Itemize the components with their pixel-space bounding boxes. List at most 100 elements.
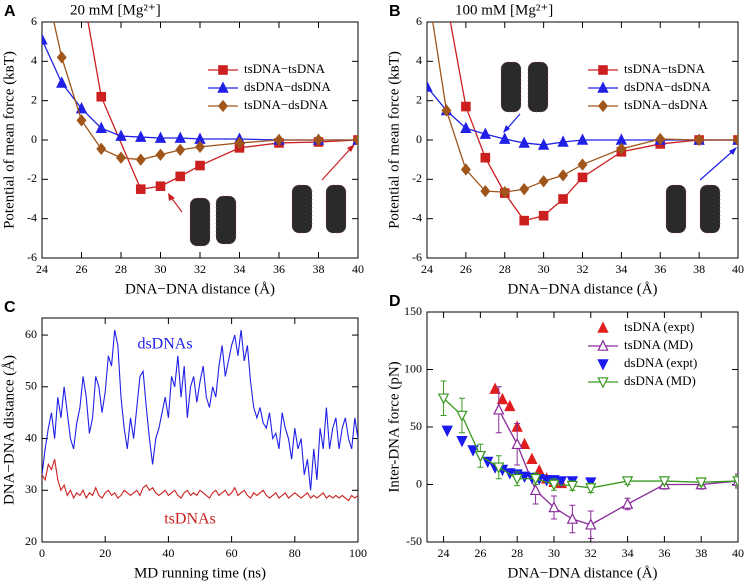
marker bbox=[115, 129, 127, 141]
y-tick-label: 6 bbox=[31, 14, 37, 28]
series-line bbox=[42, 329, 358, 491]
marker bbox=[555, 476, 568, 488]
y-tick-label: 2 bbox=[31, 92, 37, 106]
x-tick-label: 30 bbox=[538, 262, 550, 276]
x-tick-label: 38 bbox=[313, 262, 325, 276]
y-tick-label: 0 bbox=[416, 476, 422, 490]
marker bbox=[511, 473, 523, 486]
panel-letter: D bbox=[389, 293, 401, 310]
marker bbox=[467, 445, 479, 457]
marker bbox=[154, 131, 167, 143]
marker bbox=[577, 158, 588, 171]
y-tick-label: 60 bbox=[25, 327, 37, 341]
marker bbox=[76, 114, 87, 127]
marker bbox=[585, 477, 597, 489]
marker bbox=[442, 0, 450, 5]
marker bbox=[499, 132, 511, 144]
x-tick-label: 24 bbox=[438, 546, 450, 560]
x-tick-label: 30 bbox=[548, 546, 560, 560]
x-tick-label: 100 bbox=[349, 546, 367, 560]
x-tick-label: 0 bbox=[39, 546, 45, 560]
dna-helix bbox=[291, 184, 313, 234]
annotation: 20 mM [Mg²⁺] bbox=[70, 2, 161, 18]
marker bbox=[116, 151, 126, 164]
x-tick-label: 24 bbox=[36, 262, 48, 276]
legend-label: dsDNA (MD) bbox=[624, 373, 696, 388]
legend-label: tsDNA−tsDNA bbox=[244, 61, 326, 76]
marker bbox=[518, 136, 530, 148]
marker bbox=[566, 512, 579, 524]
marker bbox=[616, 142, 627, 156]
marker bbox=[474, 450, 487, 463]
x-tick-label: 24 bbox=[421, 262, 433, 276]
x-tick-label: 60 bbox=[226, 546, 238, 560]
marker bbox=[480, 184, 491, 198]
x-tick-label: 20 bbox=[99, 546, 111, 560]
x-tick-label: 38 bbox=[693, 262, 705, 276]
marker bbox=[461, 101, 471, 112]
legend-label: dsDNA−dsDNA bbox=[624, 79, 711, 94]
x-tick-label: 38 bbox=[695, 546, 707, 560]
arrow-head bbox=[503, 125, 510, 133]
series-line bbox=[87, 22, 358, 190]
marker bbox=[313, 133, 324, 147]
series-line bbox=[449, 22, 738, 222]
legend-marker bbox=[598, 65, 608, 75]
panel-letter: A bbox=[4, 3, 16, 20]
marker bbox=[155, 181, 166, 192]
marker bbox=[135, 184, 146, 194]
x-tick-label: 40 bbox=[732, 262, 744, 276]
y-tick-label: -4 bbox=[27, 210, 37, 224]
marker bbox=[658, 476, 671, 488]
x-tick-label: 36 bbox=[658, 546, 670, 560]
marker bbox=[504, 399, 516, 412]
panel-letter: B bbox=[389, 3, 401, 20]
marker bbox=[489, 382, 501, 394]
y-tick-label: -2 bbox=[412, 171, 422, 185]
y-tick-label: 0 bbox=[31, 132, 37, 146]
dna-helix bbox=[325, 184, 347, 234]
marker bbox=[537, 138, 550, 150]
marker bbox=[621, 476, 634, 488]
x-tick-label: 40 bbox=[162, 546, 174, 560]
x-axis-label: DNA−DNA distance (Å) bbox=[507, 565, 657, 581]
dna-helix bbox=[215, 195, 237, 245]
x-tick-label: 36 bbox=[273, 262, 285, 276]
dna-helix bbox=[189, 197, 211, 247]
plot-frame bbox=[41, 317, 359, 543]
marker bbox=[548, 500, 560, 513]
x-axis-label: DNA−DNA distance (Å) bbox=[125, 281, 275, 297]
marker bbox=[195, 160, 205, 171]
legend-marker bbox=[597, 359, 609, 371]
y-tick-label: 50 bbox=[410, 419, 422, 433]
legend-marker bbox=[598, 99, 608, 113]
marker bbox=[538, 210, 549, 221]
marker bbox=[732, 476, 738, 488]
arrow-head bbox=[168, 193, 175, 201]
marker bbox=[56, 76, 68, 88]
x-tick-label: 34 bbox=[234, 262, 246, 276]
y-tick-label: -4 bbox=[412, 210, 422, 224]
marker bbox=[695, 477, 707, 489]
panel-letter: C bbox=[4, 299, 16, 316]
marker bbox=[519, 183, 530, 196]
x-tick-label: 28 bbox=[511, 546, 523, 560]
marker bbox=[548, 479, 560, 492]
x-tick-label: 32 bbox=[585, 546, 597, 560]
y-tick-label: 100 bbox=[404, 361, 422, 375]
legend-label: tsDNA (MD) bbox=[624, 337, 693, 352]
marker bbox=[480, 152, 491, 163]
marker bbox=[175, 143, 186, 156]
marker bbox=[479, 127, 491, 139]
marker bbox=[441, 425, 453, 437]
legend-marker bbox=[597, 339, 609, 351]
legend-marker bbox=[218, 99, 228, 113]
annotation: 100 mM [Mg²⁺] bbox=[455, 2, 553, 18]
marker bbox=[576, 133, 589, 145]
marker bbox=[558, 194, 568, 204]
legend-marker bbox=[597, 81, 609, 93]
x-tick-label: 28 bbox=[499, 262, 511, 276]
arrows bbox=[168, 113, 737, 213]
